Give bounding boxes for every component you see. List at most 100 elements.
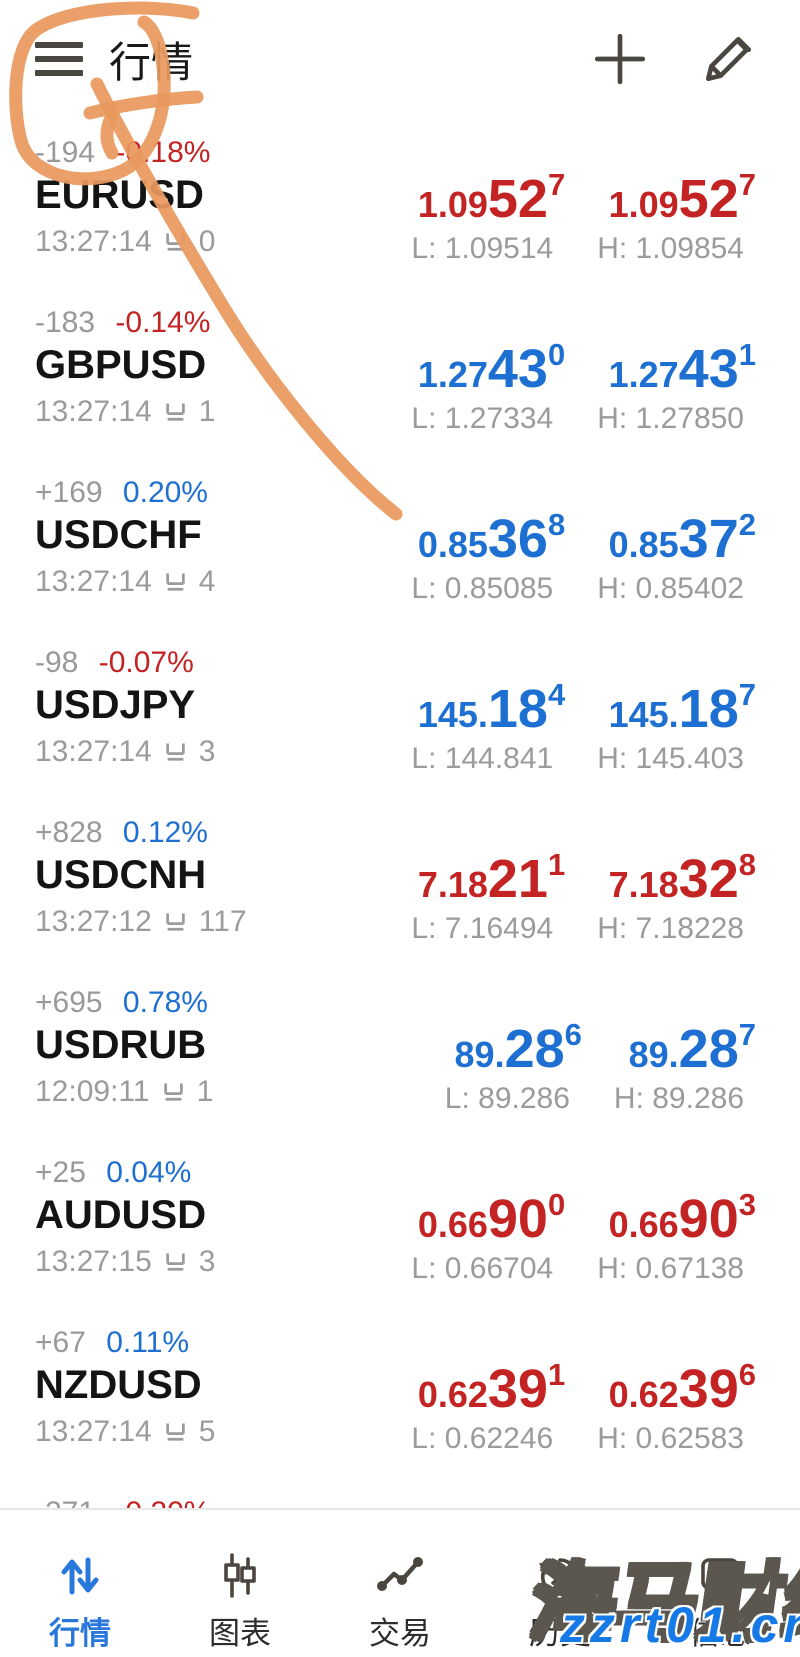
quote-row-eurusd[interactable]: -194 -0.18% EURUSD 13:27:14 0 1.09527 1.… [0,136,800,288]
spread-icon [166,233,185,251]
ask-price: 0.66903 [608,1187,756,1249]
symbol-name: USDJPY [35,683,196,727]
change-value: +25 [35,1156,86,1189]
quote-row-audusd[interactable]: +25 0.04% AUDUSD 13:27:15 3 0.66900 0.66… [0,1156,800,1308]
change-line: -194 -0.18% [35,136,800,169]
prices-block: 1.27430 1.27431 L: 1.27334 H: 1.27850 [411,337,756,435]
page-title: 行情 [109,38,194,86]
add-symbol-button[interactable] [592,31,648,87]
high-value: H: 0.67138 [597,1252,744,1285]
quote-time: 12:09:11 [35,1075,150,1108]
nav-item-quotes[interactable]: 行情 [0,1510,160,1652]
change-value: +695 [35,986,103,1019]
spread-value: 3 [198,735,216,768]
nav-item-charts[interactable]: 图表 [160,1510,320,1652]
prices-block: 89.286 89.287 L: 89.286 H: 89.286 [444,1017,756,1115]
bid-price: 89.286 [454,1017,582,1079]
change-value: +169 [35,476,103,509]
edit-symbols-button[interactable] [700,31,756,87]
quote-row-usdrub[interactable]: +695 0.78% USDRUB 12:09:11 1 89.286 89.2… [0,986,800,1138]
change-percent: 0.78% [122,986,208,1019]
low-value: L: 0.66704 [411,1252,554,1285]
bid-price: 0.85368 [417,507,566,569]
nav-item-history[interactable]: 历史 [480,1510,640,1652]
trade-line-icon [375,1552,425,1600]
quote-row-usdcnh[interactable]: +828 0.12% USDCNH 13:27:12 117 7.18211 7… [0,816,800,968]
change-value: -194 [35,136,96,169]
quote-row-nzdusd[interactable]: +67 0.11% NZDUSD 13:27:14 5 0.62391 0.62… [0,1326,800,1478]
nav-label: 交易 [369,1616,431,1651]
quote-row-gbpusd[interactable]: -183 -0.14% GBPUSD 13:27:14 1 1.27430 1.… [0,306,800,458]
bid-price: 145.184 [417,677,566,739]
change-percent: -0.18% [115,136,211,169]
quote-row-usdjpy[interactable]: -98 -0.07% USDJPY 13:27:14 3 145.184 145… [0,646,800,798]
change-percent: 0.12% [122,816,208,849]
high-value: H: 145.403 [597,742,744,775]
quote-row-usdchf[interactable]: +169 0.20% USDCHF 13:27:14 4 0.85368 0.8… [0,476,800,628]
low-value: L: 1.27334 [411,402,554,435]
change-percent: 0.20% [122,476,208,509]
spread-icon [166,743,185,761]
spread-value: 0 [198,225,216,258]
ask-price: 1.27431 [608,337,756,399]
nav-item-messages[interactable]: 信息 [640,1510,800,1652]
spread-icon [166,1423,185,1441]
time-line: 13:27:14 5 [35,1415,800,1449]
nav-label: 历史 [529,1616,591,1651]
plus-icon [594,33,646,85]
spread-icon [166,913,185,931]
change-value: -183 [35,306,96,339]
quotes-list: -194 -0.18% EURUSD 13:27:14 0 1.09527 1.… [0,118,800,1648]
history-clock-icon [535,1552,585,1600]
change-line: +169 0.20% [35,476,800,509]
spread-value: 1 [198,395,216,428]
high-value: H: 1.09854 [597,232,744,265]
change-line: +67 0.11% [35,1326,800,1359]
low-value: L: 89.286 [444,1082,570,1115]
spread-icon [166,573,185,591]
change-line: -98 -0.07% [35,646,800,679]
time-line: 13:27:14 3 [35,735,800,769]
ask-price: 7.18328 [608,847,756,909]
symbol-name: AUDUSD [35,1193,207,1237]
prices-block: 0.62391 0.62396 L: 0.62246 H: 0.62583 [411,1357,756,1454]
bid-price: 1.27430 [417,337,566,399]
quotes-arrows-icon [55,1552,105,1600]
quote-time: 13:27:14 [35,1415,152,1448]
ask-price: 89.287 [628,1017,756,1079]
spread-value: 5 [198,1415,216,1448]
prices-block: 7.18211 7.18328 L: 7.16494 H: 7.18228 [411,847,756,945]
nav-item-trade[interactable]: 交易 [320,1510,480,1652]
watermark-url: zzrt01.cn [560,1597,800,1653]
ask-price: 145.187 [608,677,756,739]
nav-label: 行情 [49,1616,111,1651]
ask-price: 1.09527 [608,167,756,229]
menu-icon[interactable] [35,42,83,76]
high-value: H: 89.286 [613,1082,744,1115]
spread-value: 117 [198,905,247,938]
change-value: +828 [35,816,103,849]
high-value: H: 1.27850 [597,402,744,435]
change-value: +67 [35,1326,86,1359]
high-value: H: 7.18228 [597,912,744,945]
low-value: L: 144.841 [411,742,554,775]
change-percent: -0.14% [115,306,211,339]
spread-icon [163,1083,183,1101]
spread-value: 3 [198,1245,216,1278]
symbol-name: NZDUSD [35,1363,202,1407]
change-percent: -0.07% [98,646,194,679]
spread-icon [166,1253,185,1271]
change-percent: 0.11% [106,1326,190,1359]
change-line: +695 0.78% [35,986,800,1019]
quote-time: 13:27:14 [35,395,152,428]
nav-label: 图表 [209,1616,271,1651]
change-line: -183 -0.14% [35,306,800,339]
prices-block: 0.66900 0.66903 L: 0.66704 H: 0.67138 [411,1187,756,1285]
low-value: L: 7.16494 [411,912,554,945]
pencil-icon [705,36,752,82]
ask-price: 0.62396 [608,1357,756,1419]
quote-time: 13:27:14 [35,225,152,258]
message-bubble-icon [695,1552,745,1600]
symbol-name: USDCNH [35,853,207,897]
prices-block: 145.184 145.187 L: 144.841 H: 145.403 [411,677,756,775]
